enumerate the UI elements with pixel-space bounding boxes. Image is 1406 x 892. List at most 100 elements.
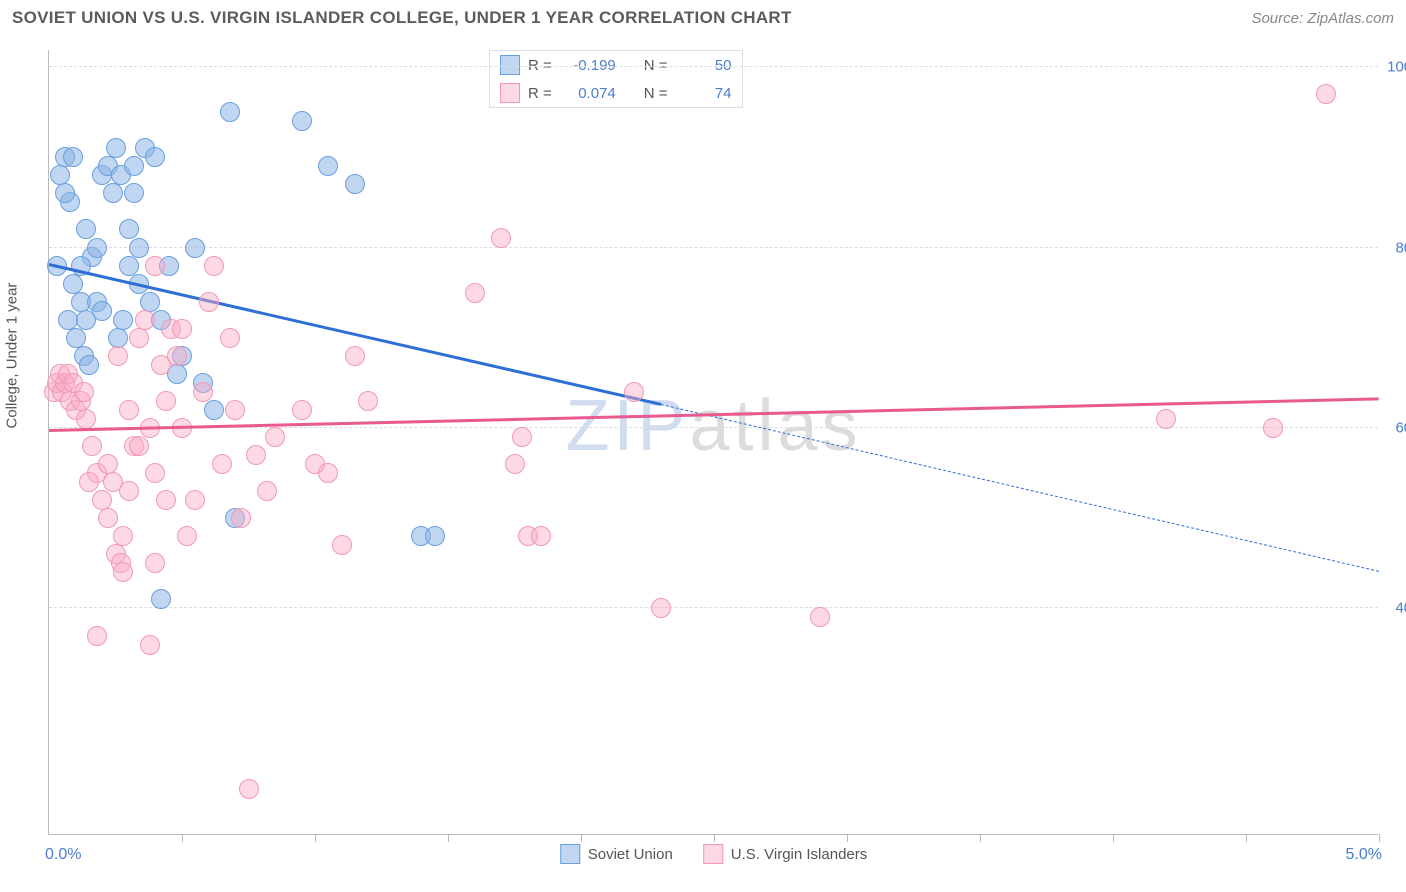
legend-label-1: U.S. Virgin Islanders (731, 846, 867, 863)
data-point (265, 427, 285, 447)
data-point (239, 779, 259, 799)
x-tick (448, 834, 449, 842)
data-point (63, 147, 83, 167)
data-point (76, 409, 96, 429)
data-point (145, 256, 165, 276)
source-text: Source: ZipAtlas.com (1251, 10, 1394, 27)
legend-swatch-1 (500, 83, 520, 103)
legend-r-value-1: 0.074 (560, 85, 616, 102)
data-point (318, 463, 338, 483)
data-point (129, 436, 149, 456)
data-point (79, 355, 99, 375)
data-point (1316, 84, 1336, 104)
data-point (76, 310, 96, 330)
x-tick (315, 834, 316, 842)
legend-n-value-1: 74 (676, 85, 732, 102)
data-point (92, 490, 112, 510)
data-point (79, 472, 99, 492)
gridline (49, 247, 1378, 248)
data-point (172, 319, 192, 339)
legend-n-value-0: 50 (676, 57, 732, 74)
data-point (63, 274, 83, 294)
legend-r-label: R = (528, 85, 552, 102)
legend-swatch-0 (500, 55, 520, 75)
data-point (332, 535, 352, 555)
chart-title: SOVIET UNION VS U.S. VIRGIN ISLANDER COL… (12, 8, 792, 28)
data-point (425, 526, 445, 546)
data-point (491, 228, 511, 248)
data-point (651, 598, 671, 618)
data-point (76, 219, 96, 239)
data-point (177, 526, 197, 546)
data-point (55, 183, 75, 203)
legend-item-0: Soviet Union (560, 844, 673, 864)
data-point (318, 156, 338, 176)
data-point (108, 328, 128, 348)
legend-r-label: R = (528, 57, 552, 74)
data-point (1263, 418, 1283, 438)
legend-series: Soviet Union U.S. Virgin Islanders (560, 844, 868, 864)
data-point (98, 454, 118, 474)
data-point (98, 508, 118, 528)
data-point (204, 400, 224, 420)
y-tick-label: 60.0% (1383, 419, 1406, 436)
data-point (87, 238, 107, 258)
legend-swatch-bottom-1 (703, 844, 723, 864)
data-point (246, 445, 266, 465)
legend-label-0: Soviet Union (588, 846, 673, 863)
chart-plot-area: ZIPatlas R = -0.199 N = 50 R = 0.074 N =… (48, 50, 1378, 835)
x-tick (1113, 834, 1114, 842)
data-point (185, 238, 205, 258)
data-point (185, 490, 205, 510)
data-point (225, 400, 245, 420)
data-point (119, 256, 139, 276)
data-point (113, 310, 133, 330)
x-tick (1379, 834, 1380, 842)
gridline (49, 607, 1378, 608)
data-point (231, 508, 251, 528)
data-point (87, 626, 107, 646)
data-point (220, 102, 240, 122)
data-point (512, 427, 532, 447)
y-tick-label: 100.0% (1383, 59, 1406, 76)
data-point (119, 481, 139, 501)
legend-swatch-bottom-0 (560, 844, 580, 864)
data-point (129, 238, 149, 258)
y-axis-title: College, Under 1 year (4, 283, 21, 429)
x-tick (581, 834, 582, 842)
data-point (624, 382, 644, 402)
data-point (345, 346, 365, 366)
legend-n-label: N = (644, 85, 668, 102)
data-point (50, 165, 70, 185)
data-point (135, 310, 155, 330)
data-point (345, 174, 365, 194)
data-point (204, 256, 224, 276)
data-point (113, 526, 133, 546)
data-point (124, 183, 144, 203)
data-point (193, 382, 213, 402)
data-point (257, 481, 277, 501)
data-point (124, 156, 144, 176)
data-point (82, 436, 102, 456)
x-axis-min-label: 0.0% (45, 846, 81, 864)
x-tick (714, 834, 715, 842)
data-point (810, 607, 830, 627)
data-point (58, 310, 78, 330)
data-point (212, 454, 232, 474)
data-point (106, 138, 126, 158)
x-tick (980, 834, 981, 842)
x-tick (182, 834, 183, 842)
data-point (74, 382, 94, 402)
data-point (140, 292, 160, 312)
data-point (220, 328, 240, 348)
legend-stats-row-1: R = 0.074 N = 74 (490, 79, 742, 107)
data-point (358, 391, 378, 411)
legend-stats: R = -0.199 N = 50 R = 0.074 N = 74 (489, 50, 743, 108)
data-point (531, 526, 551, 546)
data-point (145, 463, 165, 483)
data-point (119, 400, 139, 420)
legend-item-1: U.S. Virgin Islanders (703, 844, 867, 864)
legend-r-value-0: -0.199 (560, 57, 616, 74)
data-point (505, 454, 525, 474)
data-point (156, 391, 176, 411)
